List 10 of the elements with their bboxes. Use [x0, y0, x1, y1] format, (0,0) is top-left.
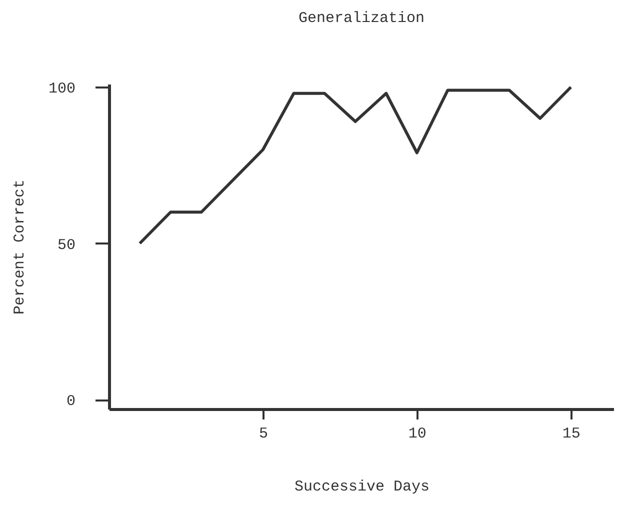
x-tick-label: 10 [408, 426, 426, 442]
y-axis-title: Percent Correct [11, 179, 28, 315]
x-tick-label: 15 [562, 426, 580, 442]
y-tick-label: 0 [66, 393, 76, 410]
y-tick-label: 50 [57, 236, 76, 254]
x-axis-title: Successive Days [294, 478, 430, 496]
y-tick-label: 100 [48, 80, 76, 98]
x-tick-label: 5 [258, 426, 268, 442]
line-series [138, 86, 572, 245]
chart-title: Generalization [298, 10, 425, 28]
